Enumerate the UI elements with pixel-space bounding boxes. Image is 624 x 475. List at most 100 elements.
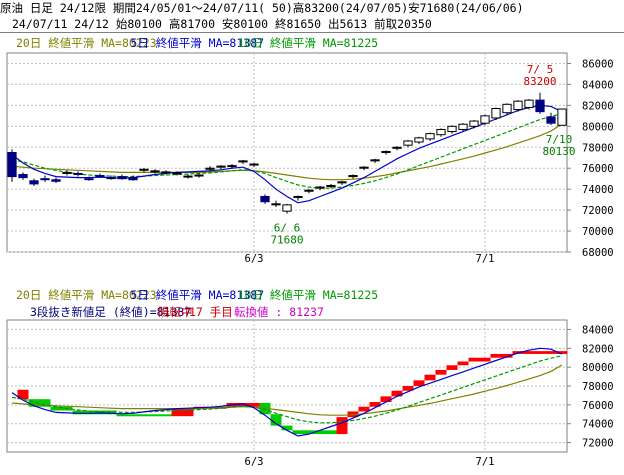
y-tick-label: 82000 [582, 343, 614, 355]
candle-body [293, 195, 303, 199]
price-annotation: 7/ 5 [527, 63, 554, 76]
header-ohlc: 24/07/11 24/12 始80100 高81700 安80100 終816… [12, 17, 432, 31]
tlb-brick [490, 353, 513, 358]
y-tick-label: 74000 [582, 419, 614, 431]
candle-body [326, 184, 336, 187]
candle-body [84, 178, 94, 181]
tlb-brick [369, 402, 381, 407]
candle-body [359, 166, 369, 169]
y-tick-label: 80000 [582, 121, 614, 133]
candle-body [535, 99, 545, 113]
candle-body [480, 115, 490, 124]
candle-body [546, 116, 556, 124]
candle-body [18, 173, 28, 179]
tlb-brick [512, 351, 568, 354]
candle-body [315, 186, 325, 189]
candle-body [29, 180, 39, 185]
tlb-brick [457, 361, 469, 366]
candle-body [205, 167, 215, 170]
candle-body [524, 99, 534, 108]
candle-body [557, 108, 567, 126]
tlb-brick [446, 365, 458, 370]
candle-body [106, 177, 116, 180]
candle-body [139, 168, 149, 171]
y-tick-label: 84000 [582, 324, 614, 336]
tlb-brick [17, 389, 29, 400]
header-title: 原油 日足 24/12限 期間24/05/01～24/07/11( 50)高83… [0, 1, 524, 15]
y-tick-label: 78000 [582, 142, 614, 154]
candle-body [238, 160, 248, 163]
tlb-brick [413, 380, 425, 386]
y-tick-label: 76000 [582, 163, 614, 175]
candle-body [172, 172, 182, 175]
candle-body [249, 163, 259, 166]
legend-entry: 10日 終値平滑 MA=81225 [238, 288, 379, 302]
tlb-brick [468, 357, 491, 362]
tlb-brick [72, 410, 117, 415]
candle-body [161, 171, 171, 174]
tlb-info: 17 手目 [189, 305, 233, 319]
x-tick-label: 7/1 [476, 456, 495, 468]
candle-body [513, 100, 523, 111]
candle-body [348, 175, 358, 178]
header-line-2: 24/07/11 24/12 始80100 高81700 安80100 終816… [0, 16, 624, 33]
candle-body [216, 165, 226, 168]
tlb-info: 3段抜き新値足 (終値)=81387 [30, 305, 191, 319]
ma5-line [11, 347, 563, 437]
tlb-info: 転換値 : 81237 [234, 305, 324, 319]
legend-entry: 10日 終値平滑 MA=81225 [238, 36, 379, 50]
x-tick-label: 6/3 [245, 253, 264, 265]
candle-body [95, 175, 105, 178]
price-annotation: 6/ 6 [274, 221, 301, 234]
candle-body [370, 159, 380, 162]
tlb-brick [116, 414, 172, 417]
ma10-line [11, 355, 563, 424]
candle-body [502, 103, 512, 114]
ma20-line [11, 123, 563, 181]
tlb-brick [270, 414, 282, 426]
candle-body [414, 137, 424, 143]
candle-body [381, 150, 391, 154]
candle-body [436, 128, 446, 136]
price-panel: 68000 70000 72000 74000 76000 78000 80000 82000… [6, 36, 614, 265]
tlb-brick [171, 408, 194, 417]
tlb-brick [226, 402, 260, 407]
legend-entry: 5日 終値平滑 MA=81387 [130, 288, 264, 302]
legend-entry: 5日 終値平滑 MA=81387 [130, 36, 264, 50]
price-annotation: 7/10 [546, 133, 573, 146]
candle-body [458, 123, 468, 130]
three-line-break-panel: 72000 74000 76000 78000 80000 82000 84000 6/3 7/… [6, 288, 614, 468]
candle-body [7, 152, 17, 178]
candle-body [271, 203, 281, 206]
y-tick-label: 78000 [582, 381, 614, 393]
candle-body [403, 140, 413, 146]
candle-body [282, 204, 292, 212]
tlb-brick [402, 386, 414, 391]
candle-body [128, 177, 138, 181]
legend-entry: 20日 終値平滑 MA=80223 [16, 36, 157, 50]
candle-body [392, 146, 402, 149]
x-tick-label: 6/3 [245, 456, 264, 468]
candle-body [73, 172, 83, 175]
plot-frame [6, 52, 568, 253]
candle-body [425, 133, 435, 140]
tlb-brick [336, 417, 348, 435]
price-annotation: 71680 [270, 233, 303, 246]
y-tick-label: 68000 [582, 247, 614, 259]
tlb-brick [424, 374, 436, 381]
y-tick-label: 72000 [582, 438, 614, 450]
x-tick-label: 7/1 [476, 253, 495, 265]
candle-body [194, 174, 204, 177]
tlb-brick [358, 406, 370, 412]
candle-body [183, 175, 193, 178]
price-annotation: 80130 [542, 145, 575, 158]
price-annotation: 83200 [523, 75, 556, 88]
y-tick-label: 80000 [582, 362, 614, 374]
tlb-brick [380, 396, 392, 403]
y-tick-label: 76000 [582, 400, 614, 412]
candle-body [469, 120, 479, 127]
tlb-brick [281, 425, 293, 431]
y-tick-label: 72000 [582, 205, 614, 217]
candle-body [337, 181, 347, 184]
